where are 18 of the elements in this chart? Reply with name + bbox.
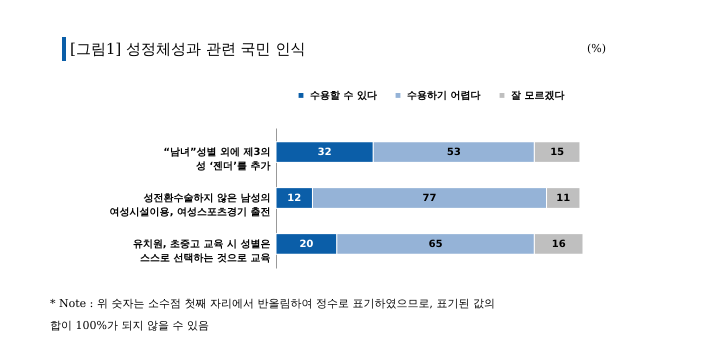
data-label: 53 xyxy=(446,147,461,158)
data-label: 11 xyxy=(556,193,570,204)
legend-label: 수용할 수 있다 xyxy=(310,90,377,102)
data-label: 16 xyxy=(552,238,566,250)
legend-label: 수용하기 어렵다 xyxy=(407,90,480,102)
data-label: 32 xyxy=(318,147,332,158)
data-label: 15 xyxy=(550,147,564,158)
y-tick-label: 유치원, 초중고 교육 시 성별은 스스로 선택하는 것으로 교육 xyxy=(132,238,270,264)
y-tick-label: 성전환수술하지 않은 남성의 여성시설이용, 여성스포츠경기 출전 xyxy=(110,193,270,218)
data-label: 65 xyxy=(428,238,443,250)
text: (%) xyxy=(586,42,606,55)
y-tick-label: “남녀”성별 외에 제3의 성 ‘젠더’를 추가 xyxy=(163,147,270,172)
data-label: 20 xyxy=(299,238,314,250)
chart-title: [그림1] 성정체성과 관련 국민 인식 xyxy=(70,40,306,58)
text: * Note : 위 숫자는 소수점 첫째 자리에서 반올림하여 정수로 표기하였으므로, 표기된 값의 합이 100%가 되지 않을 수 있음 xyxy=(50,297,495,332)
data-label: 12 xyxy=(287,193,302,204)
data-label: 77 xyxy=(422,193,436,204)
legend-label: 잘 모르겠다 xyxy=(511,90,564,102)
